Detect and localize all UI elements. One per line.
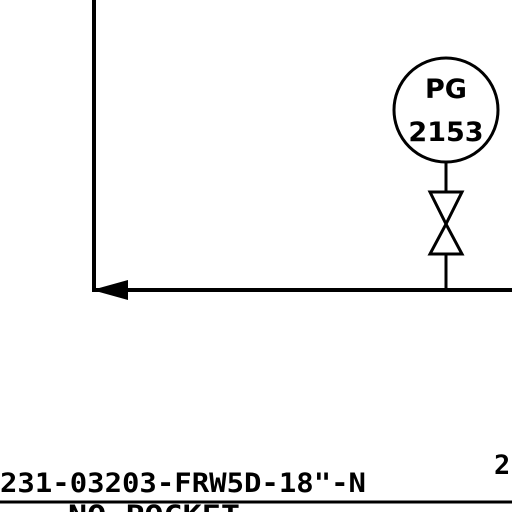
instrument-type-code: PG xyxy=(425,74,467,105)
gate-valve-icon xyxy=(427,190,465,256)
line-number-label-partial: 2 xyxy=(494,450,510,481)
pressure-gauge-bubble xyxy=(392,56,500,164)
line-number-label: 231-03203-FRW5D-18"-N xyxy=(0,468,366,499)
below-rule-partial-text: NO POCKET xyxy=(68,500,240,512)
instrument-number: 2153 xyxy=(408,117,483,148)
flow-arrow-icon xyxy=(92,280,128,300)
